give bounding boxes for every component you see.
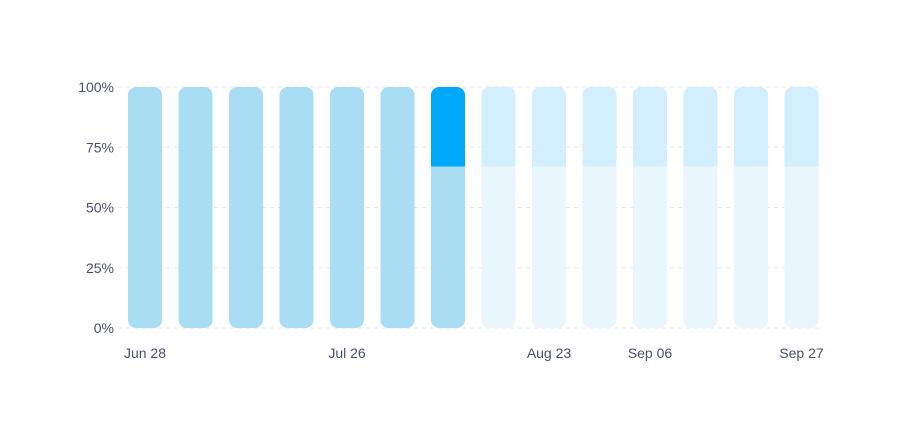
bar-segment-bottom bbox=[582, 166, 617, 328]
bar-aug-30 bbox=[582, 87, 617, 328]
bar-segment-bottom bbox=[784, 166, 819, 328]
bar-aug-16 bbox=[481, 87, 516, 328]
x-tick-label: Aug 23 bbox=[527, 345, 572, 361]
bar-segment-top bbox=[582, 87, 617, 167]
y-tick-label: 100% bbox=[78, 79, 114, 95]
bar-sep-27 bbox=[784, 87, 819, 328]
bar-segment-top bbox=[532, 87, 566, 167]
bar-segment-bottom bbox=[178, 87, 213, 328]
bar-segment-bottom bbox=[683, 166, 718, 328]
bar-jul-19 bbox=[279, 87, 314, 328]
y-tick-label: 0% bbox=[94, 320, 114, 336]
bar-segment-bottom bbox=[229, 87, 263, 328]
bar-segment-bottom bbox=[633, 166, 667, 328]
bar-jun-28 bbox=[128, 87, 162, 328]
bar-segment-top bbox=[734, 87, 768, 167]
bar-aug-02 bbox=[380, 87, 415, 328]
bar-segment-top bbox=[481, 87, 516, 167]
bar-sep-20 bbox=[734, 87, 768, 328]
bar-sep-13 bbox=[683, 87, 718, 328]
bar-sep-06 bbox=[633, 87, 667, 328]
bar-segment-bottom bbox=[128, 87, 162, 328]
bar-segment-bottom bbox=[279, 87, 314, 328]
bar-segment-bottom bbox=[380, 87, 415, 328]
bar-segment-bottom bbox=[532, 166, 566, 328]
bar-jul-12 bbox=[229, 87, 263, 328]
bar-jul-05 bbox=[178, 87, 213, 328]
bar-segment-top bbox=[633, 87, 667, 167]
bar-segment-bottom bbox=[431, 166, 465, 328]
bar-jul-26 bbox=[330, 87, 364, 328]
x-tick-label: Jun 28 bbox=[124, 345, 166, 361]
bar-segment-bottom bbox=[330, 87, 364, 328]
x-tick-label: Sep 27 bbox=[779, 345, 824, 361]
y-tick-label: 75% bbox=[86, 139, 114, 155]
y-tick-label: 50% bbox=[86, 200, 114, 216]
bar-segment-top bbox=[683, 87, 718, 167]
bar-segment-top bbox=[431, 87, 465, 167]
x-tick-label: Sep 06 bbox=[628, 345, 673, 361]
bar-segment-bottom bbox=[734, 166, 768, 328]
x-tick-label: Jul 26 bbox=[328, 345, 366, 361]
bar-segment-bottom bbox=[481, 166, 516, 328]
bar-aug-23 bbox=[532, 87, 566, 328]
bar-segment-top bbox=[784, 87, 819, 167]
bar-aug-09 bbox=[431, 87, 465, 328]
y-tick-label: 25% bbox=[86, 260, 114, 276]
